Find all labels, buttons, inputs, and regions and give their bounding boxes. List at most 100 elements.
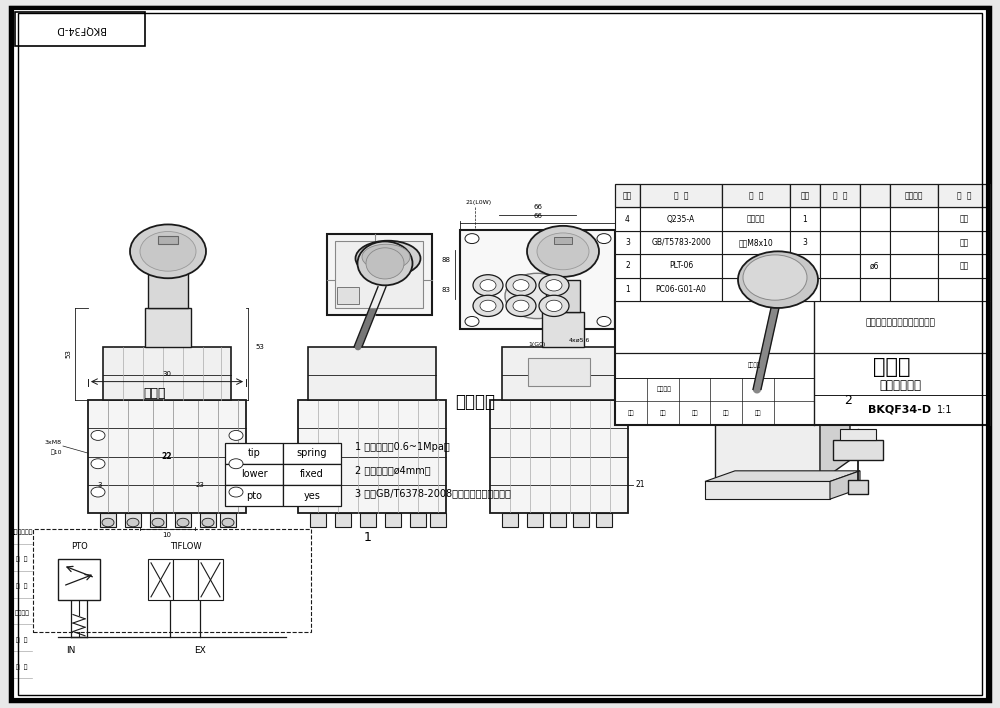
Bar [335, 241, 423, 308]
Text: 22: 22 [162, 452, 172, 461]
Text: 2: 2 [625, 261, 630, 270]
Circle shape [91, 430, 105, 440]
Circle shape [465, 316, 479, 326]
Bar [225, 464, 283, 485]
Circle shape [527, 226, 599, 277]
Text: 4: 4 [625, 215, 630, 224]
Bar [125, 513, 141, 527]
Circle shape [743, 255, 807, 300]
Bar [860, 207, 890, 231]
Bar [790, 231, 820, 254]
Bar [283, 464, 341, 485]
Bar [554, 237, 572, 244]
Text: 1: 1 [803, 215, 807, 224]
Bar [860, 278, 890, 301]
Text: 序号: 序号 [623, 191, 632, 200]
Text: 选装: 选装 [959, 261, 969, 270]
Text: 4: 4 [803, 285, 807, 294]
Text: PLT-06: PLT-06 [669, 261, 693, 270]
Text: 3: 3 [98, 482, 102, 488]
Text: 2 公称通径：ø4mm。: 2 公称通径：ø4mm。 [355, 465, 431, 475]
Bar [890, 184, 938, 207]
Text: 审核: 审核 [691, 410, 698, 416]
Text: BKQF34-D: BKQF34-D [55, 24, 105, 34]
Bar [410, 513, 426, 527]
Polygon shape [820, 368, 850, 481]
Polygon shape [705, 471, 860, 481]
Bar [220, 513, 236, 527]
Text: 53: 53 [65, 350, 71, 358]
Bar [198, 559, 223, 600]
Text: lower: lower [241, 469, 267, 479]
Bar [615, 207, 640, 231]
Bar [225, 442, 283, 464]
Circle shape [597, 316, 611, 326]
Bar [820, 254, 860, 278]
Bar [938, 231, 990, 254]
Bar [790, 278, 820, 301]
Text: 螺钉M8x10: 螺钉M8x10 [739, 238, 773, 247]
Text: Q235-A: Q235-A [667, 215, 695, 224]
Bar [640, 254, 722, 278]
Text: 66: 66 [533, 214, 542, 219]
Text: PC06-G01-A0: PC06-G01-A0 [656, 285, 706, 294]
Circle shape [222, 518, 234, 527]
Bar [840, 429, 876, 440]
Bar [820, 231, 860, 254]
Text: 三通接头: 三通接头 [747, 261, 765, 270]
Text: 拟制校对: 拟制校对 [657, 387, 672, 392]
Text: BKQF34-D: BKQF34-D [868, 405, 932, 415]
Bar [860, 184, 890, 207]
Circle shape [539, 275, 569, 296]
Circle shape [539, 295, 569, 316]
Bar [615, 278, 640, 301]
Text: pto: pto [246, 491, 262, 501]
Bar [820, 184, 860, 207]
Text: 签字日期: 签字日期 [748, 362, 761, 368]
Text: fixed: fixed [300, 469, 324, 479]
Text: 日  期: 日 期 [16, 664, 28, 670]
Bar [490, 400, 628, 513]
Bar [722, 278, 790, 301]
Text: 图纸图号: 图纸图号 [14, 610, 30, 616]
Circle shape [229, 459, 243, 469]
Text: 签  字: 签 字 [16, 637, 28, 643]
Bar [938, 184, 990, 207]
Circle shape [229, 487, 243, 497]
Bar [722, 184, 790, 207]
Text: 适用图样登记: 适用图样登记 [11, 530, 33, 535]
Text: 代  号: 代 号 [674, 191, 688, 200]
Bar [15, 12, 145, 46]
Text: tip: tip [248, 448, 260, 458]
Bar [145, 308, 191, 347]
Bar [860, 254, 890, 278]
Text: 3: 3 [803, 238, 807, 247]
Bar [890, 254, 938, 278]
Bar [385, 513, 401, 527]
Bar [337, 287, 359, 304]
Bar [158, 236, 178, 244]
Bar [820, 278, 860, 301]
Text: 1:1: 1:1 [937, 405, 953, 415]
Circle shape [130, 224, 206, 278]
Circle shape [465, 234, 479, 244]
Text: 描  图: 描 图 [16, 556, 28, 562]
Polygon shape [705, 481, 830, 499]
Text: 批准: 批准 [755, 410, 761, 416]
Ellipse shape [358, 241, 413, 285]
Bar [938, 278, 990, 301]
Text: 选装: 选装 [959, 238, 969, 247]
Bar [33, 529, 311, 632]
Text: IN: IN [66, 646, 75, 655]
Text: 设计: 设计 [628, 410, 634, 416]
Text: 1 控制气压：0.6~1Mpa；: 1 控制气压：0.6~1Mpa； [355, 442, 450, 452]
Bar [225, 485, 283, 506]
Bar [200, 513, 216, 527]
Text: 原理图: 原理图 [144, 387, 166, 400]
Circle shape [91, 459, 105, 469]
Text: PTO: PTO [71, 542, 87, 551]
Text: spring: spring [297, 448, 327, 458]
Bar [596, 513, 612, 527]
Bar [790, 254, 820, 278]
Bar [335, 513, 351, 527]
